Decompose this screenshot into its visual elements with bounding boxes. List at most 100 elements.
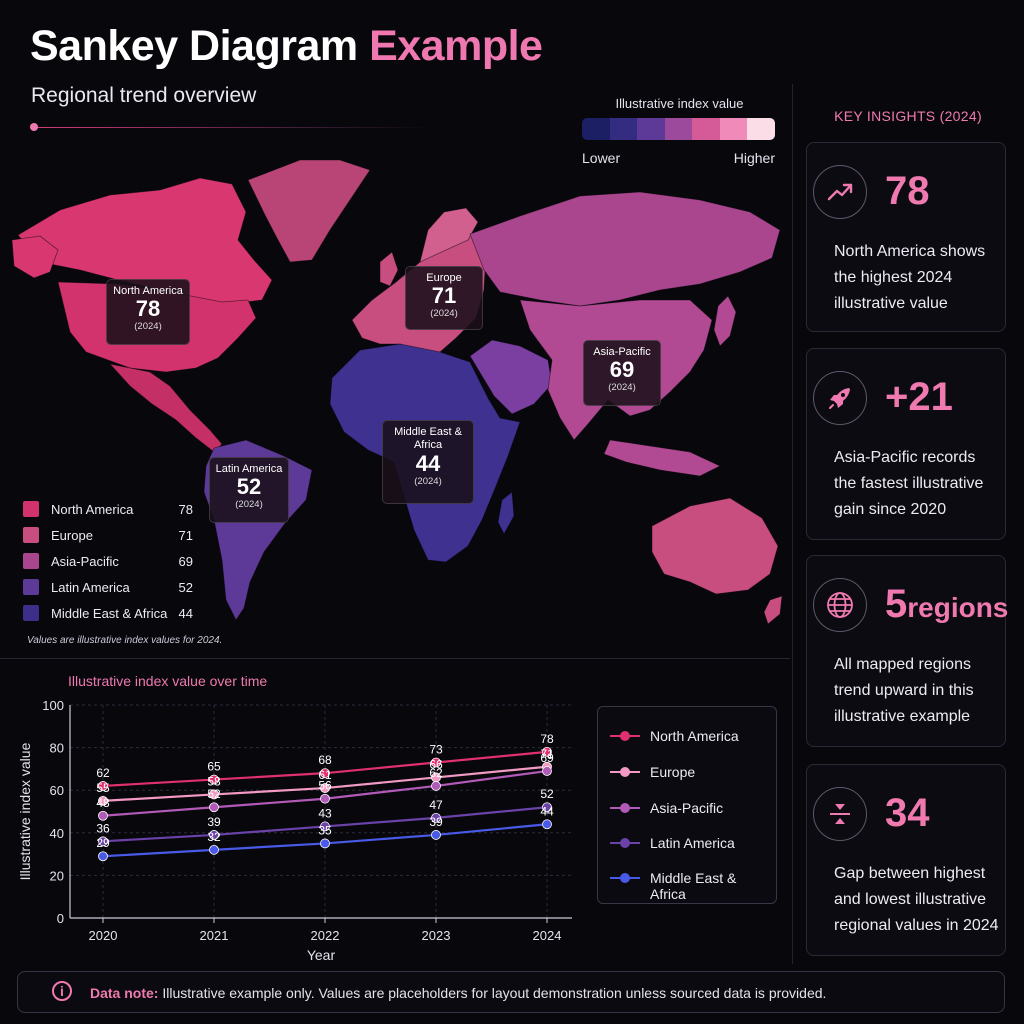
data-label: 52 (207, 787, 221, 801)
legend-row: Europe 71 (23, 526, 198, 546)
chart-legend-row: Latin America (608, 833, 773, 853)
chart-legend-row: Europe (608, 762, 773, 782)
x-tick-label: 2024 (533, 928, 562, 943)
color-scale-bar (582, 118, 775, 140)
map-label-region: Latin America (215, 463, 283, 475)
data-point (431, 830, 441, 840)
data-label: 43 (318, 806, 332, 820)
data-point (209, 774, 219, 785)
map-label-europe: Europe 71 (2024) (405, 266, 483, 330)
map-north-asia (469, 191, 781, 307)
legend-row: Asia-Pacific 69 (23, 552, 198, 572)
data-label: 52 (540, 787, 554, 801)
color-scale-step (719, 118, 748, 140)
insight-value: 34 (885, 791, 930, 835)
y-axis-label: Illustrative index value (17, 742, 33, 880)
data-label: 35 (318, 823, 332, 837)
data-point (209, 830, 219, 840)
legend-region-value: 78 (178, 502, 193, 517)
data-point (98, 810, 108, 821)
map-new-zealand (763, 595, 783, 625)
map-label-year: (2024) (235, 499, 263, 510)
chart-legend: North America Europe Asia-Pacific Latin … (597, 706, 777, 904)
map-indonesia (603, 439, 721, 477)
chart-legend-row: North America (608, 726, 773, 746)
map-label-region: Middle East & Africa (394, 426, 462, 451)
data-point (320, 783, 330, 793)
color-scale-label: Illustrative index value (615, 96, 744, 111)
data-point (320, 793, 330, 804)
data-point (431, 781, 441, 791)
chart-legend-row: Asia-Pacific (608, 798, 773, 818)
map-label-latin-america: Latin America 52 (2024) (209, 457, 289, 523)
data-label: 69 (540, 751, 554, 765)
map-label-value: 71 (431, 283, 457, 308)
map-label-year: (2024) (430, 308, 458, 319)
data-label: 61 (318, 768, 332, 782)
map-label-year: (2024) (134, 321, 162, 332)
chart-legend-marker (620, 767, 630, 777)
data-label: 73 (429, 743, 443, 757)
insight-value-number: 5 (885, 582, 908, 626)
color-scale-low: Lower (582, 150, 621, 166)
legend-swatch (23, 553, 39, 569)
y-tick-label: 100 (42, 698, 64, 713)
chart-legend-label: Latin America (650, 835, 735, 851)
insight-value: +21 (885, 375, 953, 419)
data-point (320, 821, 330, 832)
page-subtitle: Regional trend overview (31, 84, 257, 107)
data-point (431, 812, 441, 823)
insights-heading: KEY INSIGHTS (2024) (834, 108, 982, 124)
map-label-asia-pacific: Asia-Pacific 69 (2024) (583, 340, 661, 406)
data-point (431, 757, 441, 768)
insight-card: 5regions All mapped regions trend upward… (806, 555, 1008, 747)
insight-card: 34 Gap between highest and lowest illust… (806, 764, 1006, 956)
map-greenland (247, 159, 371, 263)
data-label: 68 (318, 753, 332, 767)
legend-row: Middle East & Africa 44 (23, 604, 198, 624)
line-chart: 0 20 40 60 80 100 2020 2021 2022 2023 2024 Year Illu… (17, 698, 572, 963)
insight-value: 78 (885, 169, 930, 213)
map-label-north-america: North America 78 (2024) (106, 279, 190, 345)
legend-region-value: 69 (178, 554, 193, 569)
color-scale-step (609, 118, 638, 140)
map-label-value: 69 (609, 357, 635, 382)
map-label-value: 52 (236, 474, 262, 499)
data-label: 65 (207, 760, 221, 774)
x-tick-label: 2022 (311, 928, 340, 943)
chart-legend-row: Middle East & Africa (608, 868, 773, 902)
legend-row: North America 78 (23, 500, 198, 520)
insight-value: 5regions (885, 582, 1008, 627)
map-label-region: Europe (426, 272, 462, 284)
map-uk (379, 251, 399, 287)
color-scale-step (637, 118, 665, 140)
data-point (98, 795, 108, 806)
map-madagascar (497, 491, 515, 535)
legend-region-name: Middle East & Africa (51, 606, 168, 621)
chart-legend-label: North America (650, 728, 739, 744)
page-title: Sankey Diagram Example (30, 22, 543, 71)
data-label: 71 (540, 747, 554, 761)
data-point (542, 746, 552, 757)
map-australia (651, 497, 779, 595)
chart-title: Illustrative index value over time (68, 673, 268, 689)
map-japan (713, 295, 737, 347)
map-note: Values are illustrative index values for… (27, 635, 223, 646)
chart-legend-marker (620, 873, 630, 883)
legend-region-name: Latin America (51, 580, 130, 595)
chart-legend-label: Middle East & Africa (650, 870, 737, 902)
color-scale-step (747, 118, 775, 140)
map-label-year: (2024) (608, 382, 636, 393)
title-divider-dot (30, 123, 38, 131)
insight-value-suffix: regions (907, 592, 1009, 623)
data-label: 56 (318, 779, 332, 793)
data-note-text: Illustrative example only. Values are pl… (162, 985, 827, 1001)
color-scale-step (582, 118, 610, 140)
globe-icon (813, 578, 867, 632)
y-tick-label: 60 (50, 783, 64, 798)
data-note-label: Data note: (90, 985, 159, 1001)
legend-row: Latin America 52 (23, 578, 198, 598)
data-label: 39 (429, 815, 443, 829)
y-tick-label: 80 (50, 741, 64, 756)
section-divider (0, 658, 790, 659)
